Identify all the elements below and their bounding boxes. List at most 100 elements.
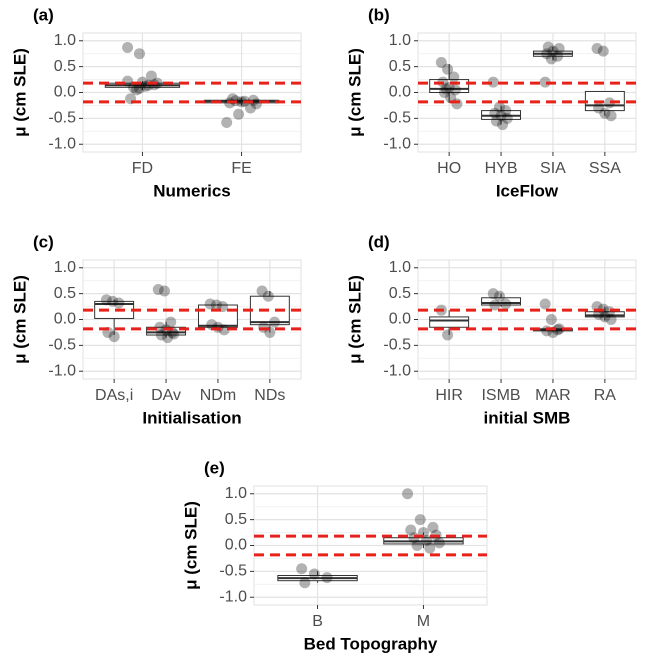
point xyxy=(487,288,499,300)
point xyxy=(545,314,557,325)
point xyxy=(435,56,447,68)
point xyxy=(448,71,460,83)
y-tick-label: -0.5 xyxy=(383,337,411,354)
x-tick-label: SIA xyxy=(540,160,566,177)
x-axis-label: initial SMB xyxy=(484,408,571,427)
y-tick-label: 0.5 xyxy=(225,511,247,528)
y-tick-label: 0.0 xyxy=(54,311,76,328)
y-tick-label: -1.0 xyxy=(383,362,411,379)
x-tick-label: HO xyxy=(437,160,461,177)
point xyxy=(136,76,148,88)
panel: -1.0 -0.5 0.0 0.5 1.0 HO HYB SIA SSA (b) μ (cm SLE… xyxy=(345,5,637,200)
y-tick-label: -1.0 xyxy=(219,588,247,605)
panel-label: (a) xyxy=(33,5,54,24)
point xyxy=(250,98,262,110)
point xyxy=(553,43,565,55)
point xyxy=(497,119,509,131)
point xyxy=(539,298,551,310)
point xyxy=(433,537,445,549)
point xyxy=(424,542,436,554)
y-tick-label: -0.5 xyxy=(48,110,76,127)
point xyxy=(539,76,551,88)
point xyxy=(500,105,512,117)
x-axis-label: IceFlow xyxy=(496,181,559,200)
point xyxy=(545,53,557,65)
point xyxy=(244,102,256,114)
point xyxy=(236,96,248,108)
point xyxy=(547,45,559,57)
point xyxy=(490,115,502,127)
point xyxy=(296,563,308,575)
y-tick-label: -0.5 xyxy=(48,337,76,354)
x-tick-label: FD xyxy=(132,160,153,177)
point xyxy=(402,488,414,500)
x-tick-label: HYB xyxy=(485,160,518,177)
point xyxy=(541,48,553,60)
box xyxy=(146,326,187,336)
box xyxy=(584,311,625,318)
point xyxy=(299,577,311,589)
point xyxy=(122,75,134,87)
point xyxy=(605,314,617,325)
point xyxy=(495,110,507,122)
point xyxy=(256,285,268,297)
panel-label: (b) xyxy=(368,5,390,24)
point xyxy=(269,316,281,328)
y-tick-label: 1.0 xyxy=(389,32,411,49)
x-tick-label: NDs xyxy=(254,387,285,404)
y-tick-label: 0.5 xyxy=(54,58,76,75)
point xyxy=(133,48,145,60)
point xyxy=(500,298,512,310)
y-tick-label: -0.5 xyxy=(219,563,247,580)
y-tick-label: 0.0 xyxy=(225,537,247,554)
point xyxy=(440,83,452,95)
point xyxy=(233,108,245,120)
panel-label: (e) xyxy=(204,458,225,477)
y-tick-label: 1.0 xyxy=(225,485,247,502)
y-tick-label: 0.0 xyxy=(389,311,411,328)
point xyxy=(151,77,163,89)
point xyxy=(442,329,454,341)
x-axis-label: Bed Topography xyxy=(304,634,438,653)
point xyxy=(501,112,513,124)
y-axis-label: μ (cm SLE) xyxy=(181,501,200,590)
point xyxy=(158,285,170,297)
x-tick-label: HIR xyxy=(435,387,463,404)
point xyxy=(168,328,180,340)
point xyxy=(152,283,164,295)
point xyxy=(204,298,216,310)
point xyxy=(542,41,554,53)
point xyxy=(493,290,505,302)
panel-label: (c) xyxy=(33,232,54,251)
point xyxy=(552,324,564,336)
point xyxy=(451,98,463,110)
x-tick-label: ISMB xyxy=(481,387,520,404)
point xyxy=(221,117,233,129)
point xyxy=(107,295,119,307)
point xyxy=(427,521,439,533)
point xyxy=(131,84,143,96)
point xyxy=(553,323,565,335)
x-tick-label: FE xyxy=(231,160,251,177)
x-tick-label: DAs,i xyxy=(95,387,133,404)
point xyxy=(308,568,320,580)
point xyxy=(599,107,611,119)
y-tick-label: 0.5 xyxy=(389,58,411,75)
y-tick-label: -1.0 xyxy=(48,362,76,379)
point xyxy=(108,331,120,343)
y-tick-label: 1.0 xyxy=(389,259,411,276)
point xyxy=(165,316,177,328)
point xyxy=(604,97,616,109)
point xyxy=(442,63,454,75)
point xyxy=(599,311,611,323)
y-tick-label: 0.0 xyxy=(54,84,76,101)
point xyxy=(552,50,564,62)
point xyxy=(145,70,157,82)
x-tick-label: MAR xyxy=(535,387,571,404)
y-tick-label: 0.5 xyxy=(389,285,411,302)
point xyxy=(489,107,501,119)
y-axis-label: μ (cm SLE) xyxy=(10,275,29,364)
point xyxy=(597,45,609,57)
point xyxy=(321,572,333,584)
